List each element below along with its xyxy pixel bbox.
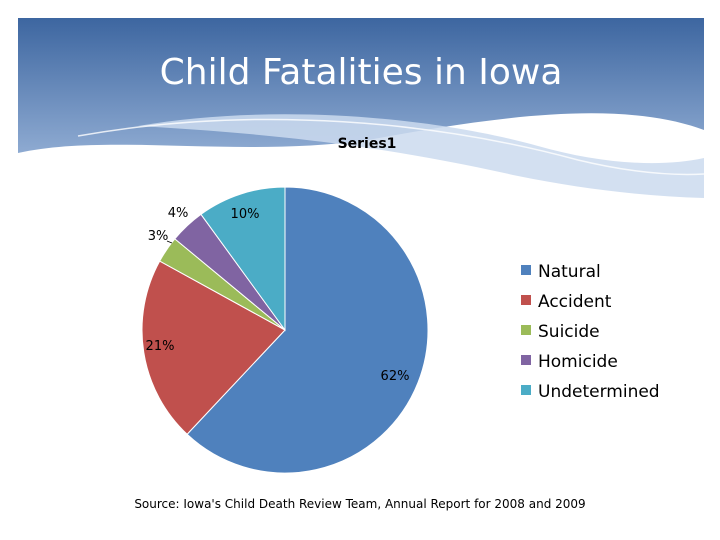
legend-label-suicide: Suicide bbox=[538, 322, 600, 342]
data-label-undetermined: 10% bbox=[231, 207, 260, 222]
data-label-accident: 21% bbox=[146, 339, 175, 354]
legend-label-undetermined: Undetermined bbox=[538, 382, 660, 402]
legend-swatch-undetermined bbox=[521, 385, 531, 395]
pie-slice-accident bbox=[141, 260, 286, 435]
source-note: Source: Iowa's Child Death Review Team, … bbox=[134, 497, 586, 511]
pie-slice-undetermined bbox=[200, 186, 286, 332]
pie-slice-natural bbox=[186, 186, 429, 474]
slide-title: Child Fatalities in Iowa bbox=[159, 52, 563, 93]
header-background bbox=[18, 18, 704, 198]
legend-label-accident: Accident bbox=[538, 292, 612, 312]
legend-label-natural: Natural bbox=[538, 262, 601, 282]
data-label-suicide: 3% bbox=[148, 229, 169, 244]
legend-swatch-suicide bbox=[521, 325, 531, 335]
chart-legend: Natural Accident Suicide Homicide Undetermin… bbox=[521, 262, 660, 402]
header-swoosh-line bbox=[77, 118, 704, 176]
pie-chart: Series1 62% 21% 3% 4% 10% Natural Accident Sui… bbox=[141, 136, 660, 474]
header-swoosh bbox=[138, 114, 704, 198]
legend-swatch-natural bbox=[521, 265, 531, 275]
legend-swatch-homicide bbox=[521, 355, 531, 365]
leader-line bbox=[166, 240, 173, 244]
legend-label-homicide: Homicide bbox=[538, 352, 618, 372]
data-label-natural: 62% bbox=[381, 369, 410, 384]
data-label-homicide: 4% bbox=[168, 206, 189, 221]
legend-swatch-accident bbox=[521, 295, 531, 305]
chart-title: Series1 bbox=[338, 136, 397, 152]
header-banner bbox=[18, 18, 704, 198]
